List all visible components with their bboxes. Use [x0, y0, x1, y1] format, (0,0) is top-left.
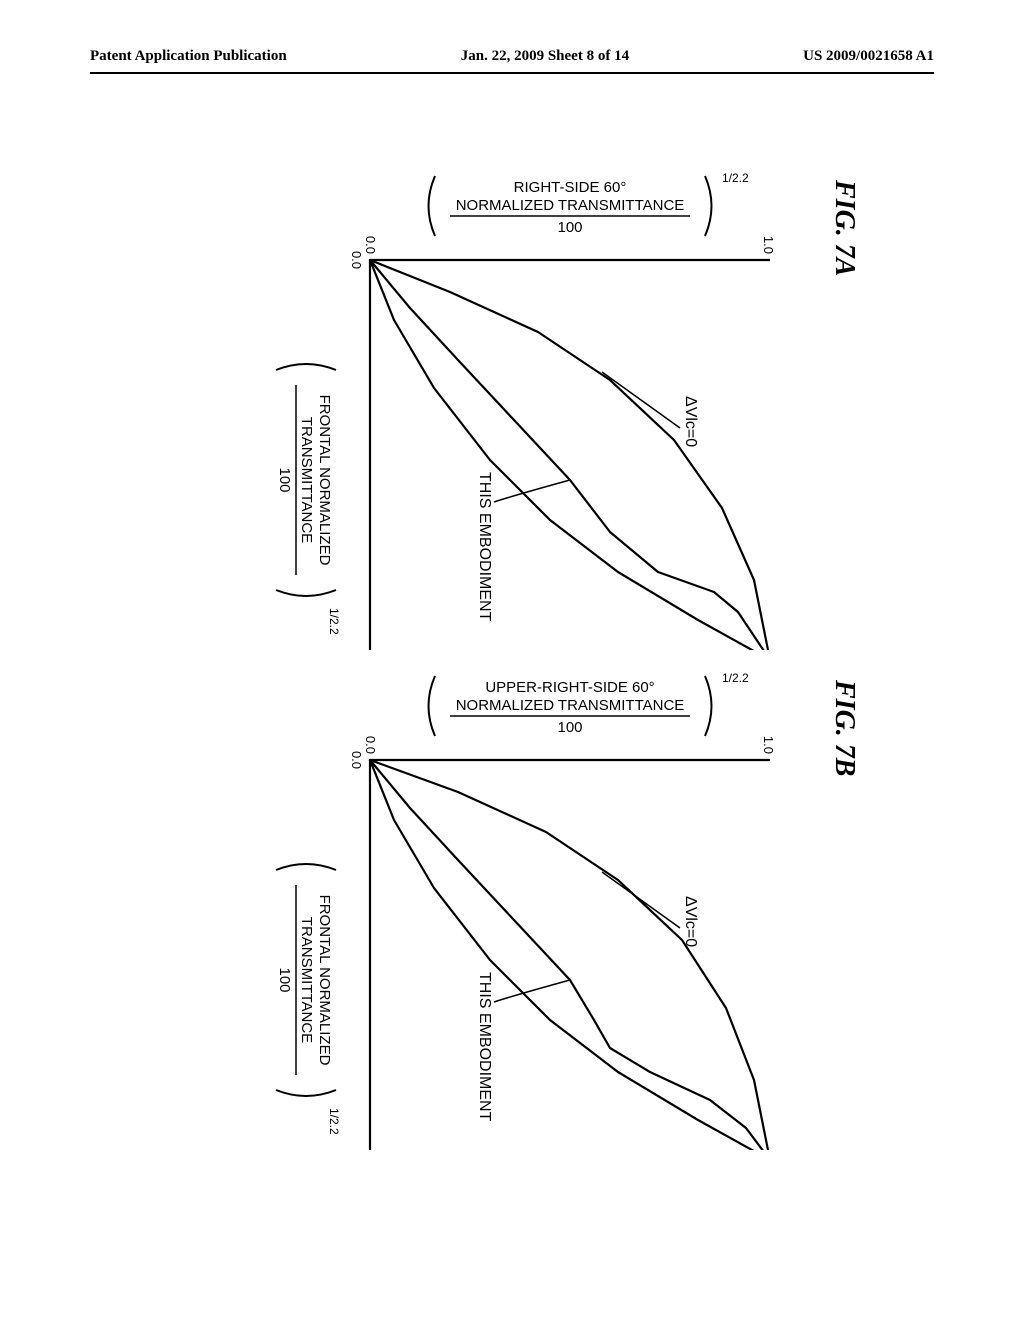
svg-text:ΔVlc=0: ΔVlc=0 — [682, 896, 699, 947]
svg-text:100: 100 — [276, 467, 293, 492]
fig-7a-plot: 1.00.00.01.0ΔVlc=0THIS EMBODIMENTFRONTAL… — [240, 150, 830, 650]
svg-text:UPPER-RIGHT-SIDE 60°: UPPER-RIGHT-SIDE 60° — [485, 679, 654, 696]
svg-text:1/2.2: 1/2.2 — [722, 671, 749, 685]
svg-text:THIS EMBODIMENT: THIS EMBODIMENT — [476, 972, 493, 1122]
svg-text:NORMALIZED TRANSMITTANCE: NORMALIZED TRANSMITTANCE — [456, 697, 685, 714]
figure-area: FIG. 7A 1.00.00.01.0ΔVlc=0THIS EMBODIMEN… — [30, 330, 1010, 1010]
svg-text:0.0: 0.0 — [363, 736, 378, 754]
fig-7b-title: FIG. 7B — [828, 680, 860, 776]
svg-text:0.0: 0.0 — [363, 236, 378, 254]
svg-text:1/2.2: 1/2.2 — [722, 171, 749, 185]
fig-7b-plot: 1.00.00.01.0ΔVlc=0THIS EMBODIMENTFRONTAL… — [240, 650, 830, 1150]
svg-text:FRONTAL NORMALIZED: FRONTAL NORMALIZED — [316, 895, 333, 1066]
svg-text:100: 100 — [557, 719, 582, 736]
svg-text:RIGHT-SIDE 60°: RIGHT-SIDE 60° — [514, 179, 627, 196]
svg-text:TRANSMITTANCE: TRANSMITTANCE — [298, 917, 315, 1043]
svg-text:0.0: 0.0 — [349, 751, 364, 769]
header-right: US 2009/0021658 A1 — [803, 48, 934, 65]
svg-text:FRONTAL NORMALIZED: FRONTAL NORMALIZED — [316, 395, 333, 566]
svg-text:1.0: 1.0 — [761, 736, 776, 754]
svg-text:THIS EMBODIMENT: THIS EMBODIMENT — [476, 472, 493, 622]
svg-text:NORMALIZED TRANSMITTANCE: NORMALIZED TRANSMITTANCE — [456, 197, 685, 214]
svg-text:1/2.2: 1/2.2 — [327, 1108, 341, 1135]
header-rule — [90, 72, 934, 74]
svg-text:100: 100 — [557, 219, 582, 236]
svg-text:1/2.2: 1/2.2 — [327, 608, 341, 635]
svg-text:1.0: 1.0 — [761, 236, 776, 254]
svg-text:TRANSMITTANCE: TRANSMITTANCE — [298, 417, 315, 543]
svg-text:0.0: 0.0 — [349, 251, 364, 269]
svg-text:100: 100 — [276, 967, 293, 992]
header-left: Patent Application Publication — [90, 48, 287, 65]
fig-7a-title: FIG. 7A — [828, 180, 860, 276]
svg-text:ΔVlc=0: ΔVlc=0 — [682, 396, 699, 447]
header-center: Jan. 22, 2009 Sheet 8 of 14 — [461, 48, 629, 65]
